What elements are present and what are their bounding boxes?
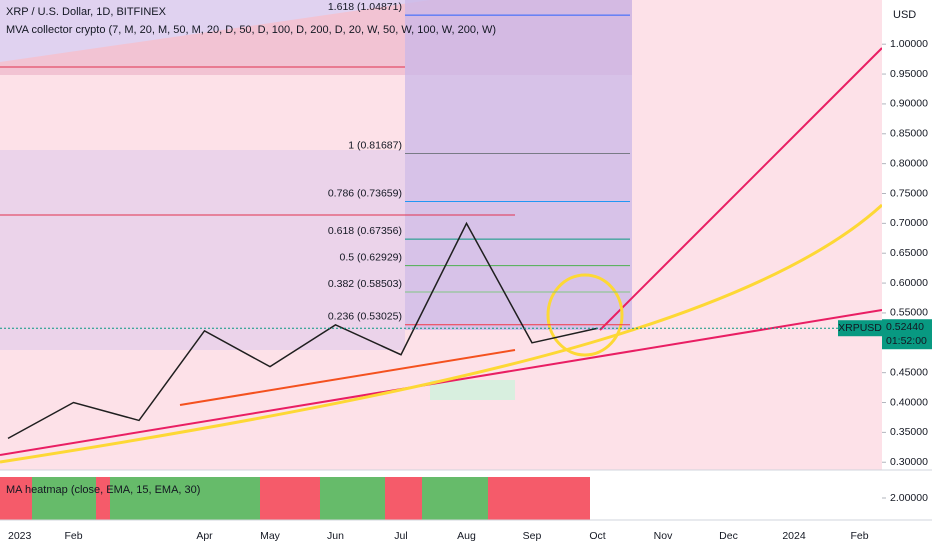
y-tick-label: 0.85000 bbox=[890, 128, 928, 140]
x-tick-label: Sep bbox=[523, 530, 542, 542]
symbol-tag bbox=[838, 320, 882, 337]
price-axis bbox=[882, 0, 932, 550]
zone bbox=[0, 0, 430, 62]
fib-label: 0.618 (0.67356) bbox=[328, 225, 402, 237]
fib-label: 0.382 (0.58503) bbox=[328, 278, 402, 290]
heatmap-bg bbox=[0, 477, 590, 520]
symbol-label: XRPUSD bbox=[838, 322, 882, 334]
x-tick-label: Feb bbox=[850, 530, 868, 542]
x-tick-label: Feb bbox=[64, 530, 82, 542]
zone bbox=[430, 380, 515, 400]
y-tick-label: 0.75000 bbox=[890, 187, 928, 199]
highlight bbox=[546, 273, 624, 357]
x-tick-label: May bbox=[260, 530, 281, 542]
indicator-label: MVA collector crypto (7, M, 20, M, 50, M… bbox=[6, 24, 496, 36]
heatmap-cell bbox=[32, 477, 96, 520]
y-tick-label: 0.45000 bbox=[890, 366, 928, 378]
x-tick-label: Oct bbox=[589, 530, 605, 542]
fib-label: 1 (0.81687) bbox=[348, 139, 402, 151]
x-tick-label: Jul bbox=[394, 530, 407, 542]
x-tick-label: Apr bbox=[196, 530, 213, 542]
y-tick-label: 1.00000 bbox=[890, 38, 928, 50]
price-tag bbox=[882, 319, 932, 350]
price-label: 0.52440 bbox=[886, 321, 924, 333]
y-tick-label: 0.35000 bbox=[890, 426, 928, 438]
y-tick-label: 0.65000 bbox=[890, 247, 928, 259]
currency: USD bbox=[893, 9, 916, 21]
zone bbox=[0, 150, 405, 350]
y-tick-label: 0.30000 bbox=[890, 456, 928, 468]
zone bbox=[405, 0, 632, 330]
heatmap-cell bbox=[110, 477, 260, 520]
x-tick-label: Dec bbox=[719, 530, 738, 542]
y-tick-label: 0.60000 bbox=[890, 277, 928, 289]
y-tick-label: 0.95000 bbox=[890, 68, 928, 80]
heatmap-cell bbox=[320, 477, 385, 520]
fib-label: 1.618 (1.04871) bbox=[328, 1, 402, 13]
y-tick-label: 0.80000 bbox=[890, 157, 928, 169]
fib-label: 0.5 (0.62929) bbox=[340, 251, 402, 263]
heatmap-label: MA heatmap (close, EMA, 15, EMA, 30) bbox=[6, 484, 200, 496]
y-tick-label: 0.55000 bbox=[890, 307, 928, 319]
x-tick-label: Aug bbox=[457, 530, 476, 542]
fib-label: 0.236 (0.53025) bbox=[328, 311, 402, 323]
trend-line bbox=[179, 349, 516, 406]
heatmap-cell bbox=[422, 477, 488, 520]
fib-label: 0.786 (0.73659) bbox=[328, 187, 402, 199]
countdown: 01:52:00 bbox=[886, 335, 927, 347]
x-tick-label: 2024 bbox=[782, 530, 806, 542]
y-tick-label: 0.40000 bbox=[890, 396, 928, 408]
chart-title: XRP / U.S. Dollar, 1D, BITFINEX bbox=[6, 6, 167, 18]
x-tick-label: Jun bbox=[327, 530, 344, 542]
y-tick-label: 0.90000 bbox=[890, 98, 928, 110]
x-tick-label: 2023 bbox=[8, 530, 32, 542]
trend-line bbox=[599, 47, 883, 331]
y-tick-label: 0.70000 bbox=[890, 217, 928, 229]
y-tick-label: 2.00000 bbox=[890, 492, 928, 504]
trend-line bbox=[0, 203, 884, 464]
price-line bbox=[7, 221, 598, 440]
x-tick-label: Nov bbox=[654, 530, 673, 542]
